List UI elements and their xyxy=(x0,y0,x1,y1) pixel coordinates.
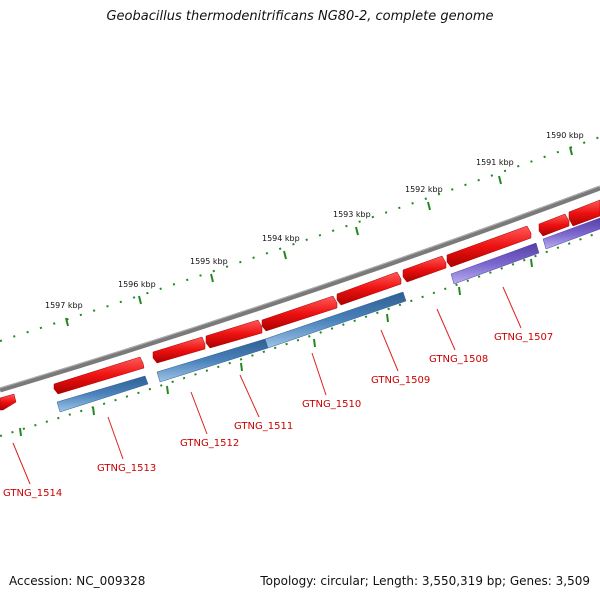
genome-summary-text: Topology: circular; Length: 3,550,319 bp… xyxy=(260,574,590,588)
gene-arrow-forward[interactable] xyxy=(205,319,263,349)
gene-arrow-forward[interactable] xyxy=(53,356,145,395)
gene-label[interactable]: GTNG_1508 xyxy=(429,354,488,365)
scale-label: 1592 kbp xyxy=(405,185,443,194)
scale-label: 1596 kbp xyxy=(118,280,156,289)
gene-bar-reverse[interactable] xyxy=(542,217,600,250)
gene-label[interactable]: GTNG_1507 xyxy=(494,332,553,343)
gene-arrow-forward[interactable] xyxy=(261,295,338,332)
genome-backbone xyxy=(0,185,600,393)
gene-arrow-forward[interactable] xyxy=(538,213,570,237)
gene-label[interactable]: GTNG_1510 xyxy=(302,399,361,410)
major-ticks xyxy=(65,146,573,327)
scale-label: 1591 kbp xyxy=(476,158,514,167)
scale-label: 1590 kbp xyxy=(546,131,584,140)
scale-label: 1595 kbp xyxy=(190,257,228,266)
gene-bar-reverse[interactable] xyxy=(450,242,540,285)
gene-label[interactable]: GTNG_1514 xyxy=(3,488,62,499)
accession-text: Accession: NC_009328 xyxy=(9,574,146,588)
forward-genes xyxy=(0,199,600,411)
gene-bar-reverse[interactable] xyxy=(264,291,407,349)
gene-arrow-forward[interactable] xyxy=(336,271,402,306)
map-title: Geobacillus thermodenitrificans NG80-2, … xyxy=(106,9,494,24)
scale-label: 1597 kbp xyxy=(45,301,83,310)
gene-label[interactable]: GTNG_1513 xyxy=(97,463,156,474)
inner-ticks xyxy=(19,258,533,437)
gene-arrow-forward[interactable] xyxy=(568,199,600,227)
label-leaders xyxy=(12,286,522,485)
scale-label: 1593 kbp xyxy=(333,210,371,219)
gene-bar-reverse[interactable] xyxy=(56,375,149,413)
gene-arrow-forward[interactable] xyxy=(446,225,532,268)
reverse-genes xyxy=(56,217,600,413)
gene-label[interactable]: GTNG_1511 xyxy=(234,421,293,432)
gene-arrow-forward[interactable] xyxy=(152,336,206,364)
gene-arrow-forward[interactable] xyxy=(402,255,447,283)
gene-label[interactable]: GTNG_1512 xyxy=(180,438,239,449)
gene-arrow-forward[interactable] xyxy=(0,393,17,411)
gene-label[interactable]: GTNG_1509 xyxy=(371,375,430,386)
scale-label: 1594 kbp xyxy=(262,234,300,243)
